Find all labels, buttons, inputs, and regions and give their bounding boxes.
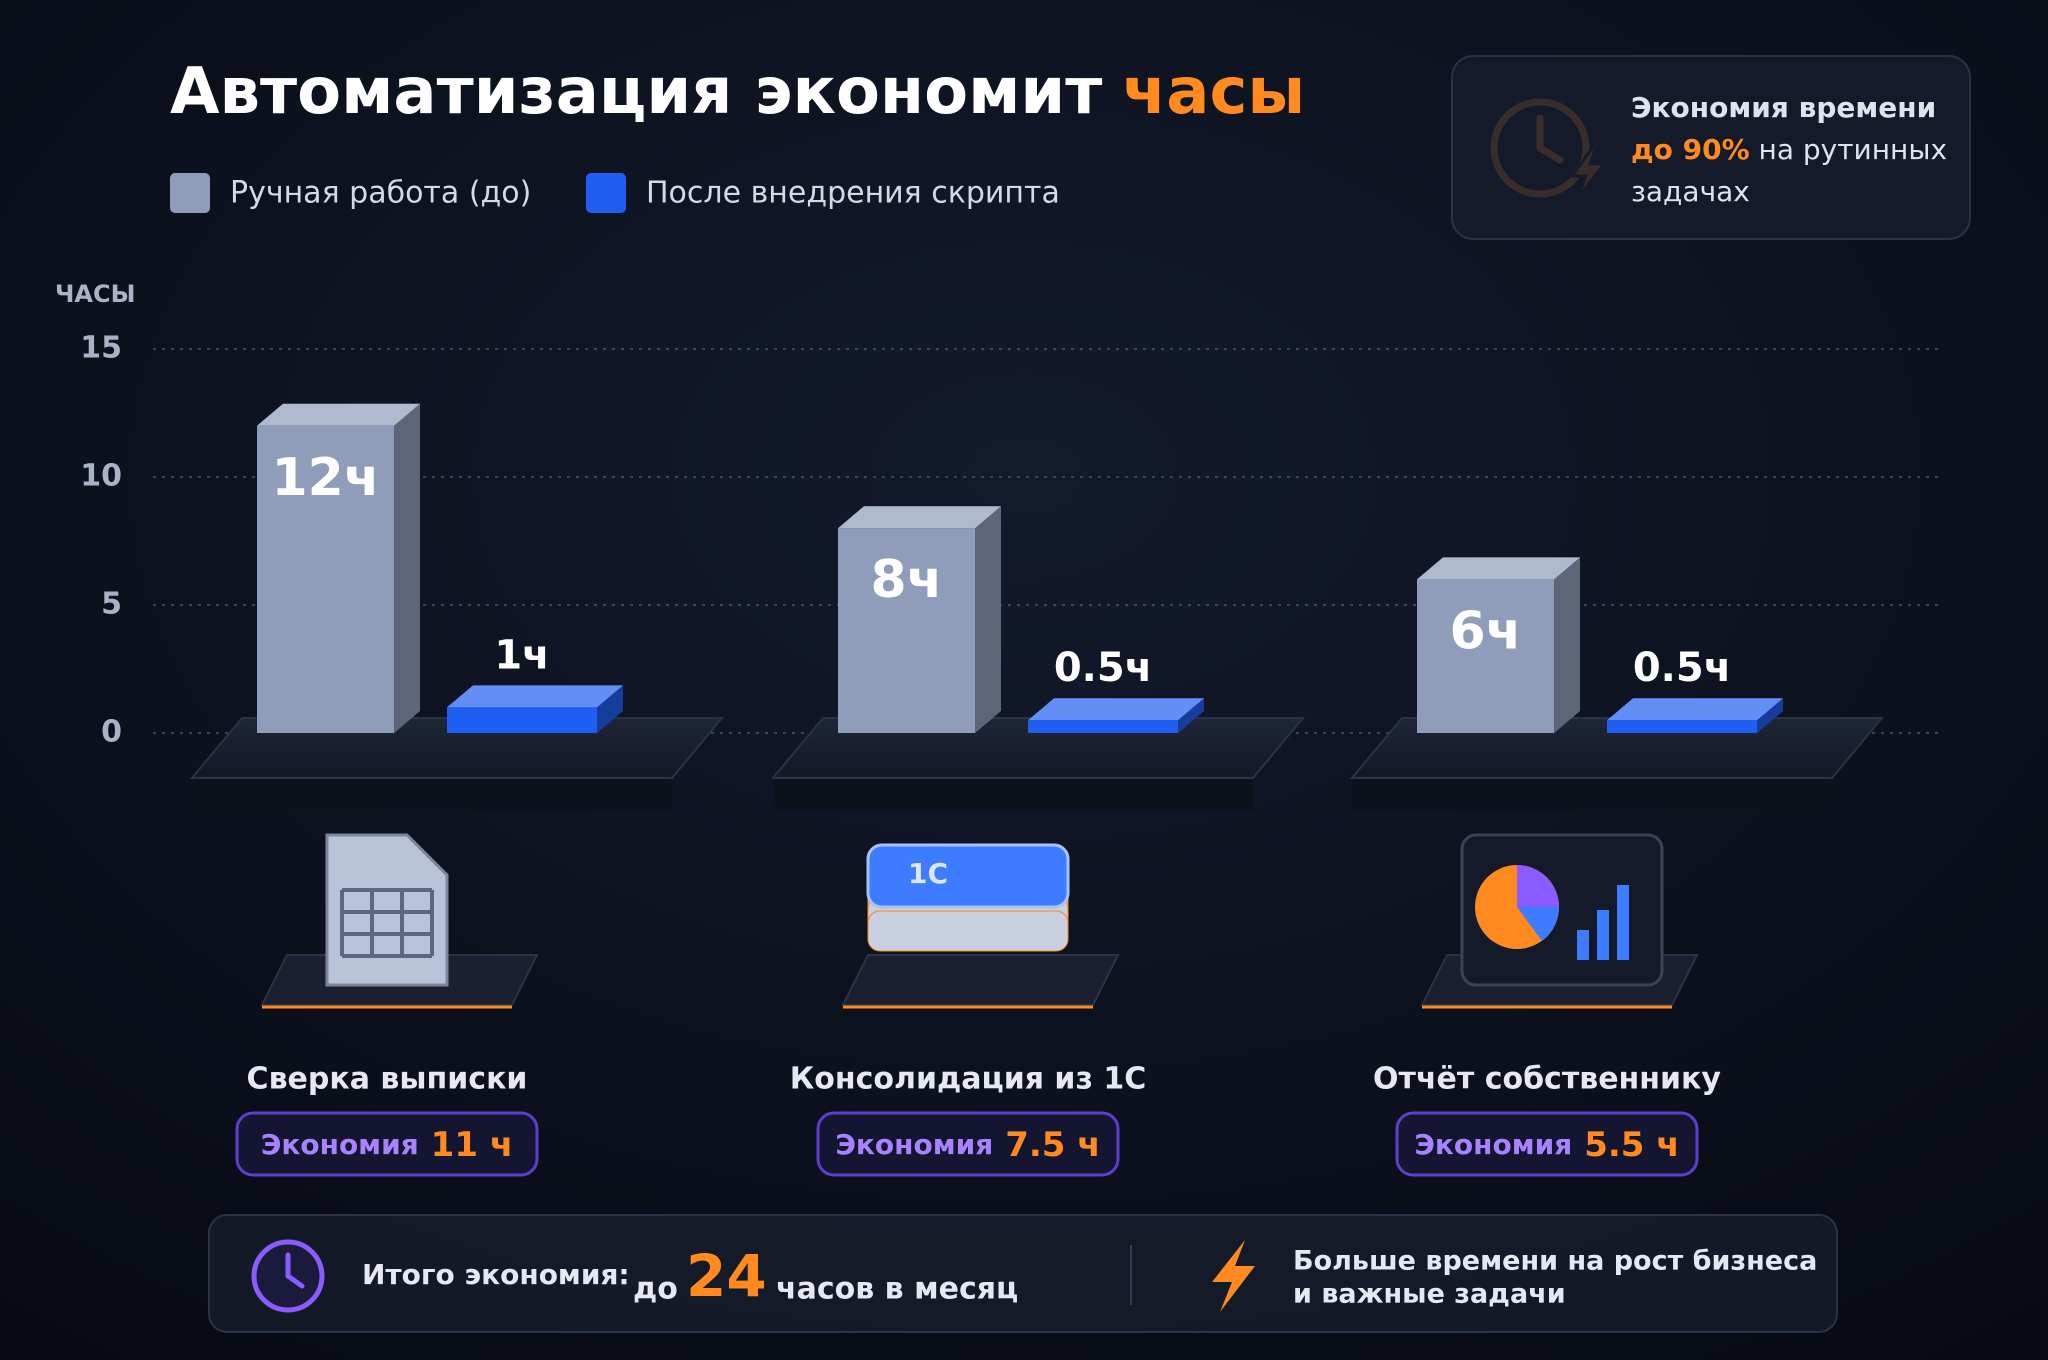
platform-front [773, 778, 1253, 811]
stack-layer [867, 910, 1069, 952]
footer-suffix: часов в месяц [776, 1272, 1018, 1307]
bar [1607, 720, 1757, 733]
category-label: Отчёт собственнику [1373, 1062, 1721, 1097]
footer-note: Больше времени на рост бизнеса [1293, 1246, 1817, 1277]
footer-prefix: до [633, 1272, 678, 1307]
value-label: 0.5ч [1054, 645, 1152, 691]
value-label: 8ч [871, 550, 943, 610]
savings-pill [1395, 1111, 1699, 1177]
value-label: 12ч [271, 448, 379, 508]
category-icon [325, 833, 449, 987]
footer-label: Итого экономия: [362, 1258, 630, 1291]
savings-value: 5.5 ч [1584, 1125, 1679, 1165]
category-label: Сверка выписки [247, 1062, 528, 1097]
bar-side [394, 403, 420, 733]
footer-clock-icon [251, 1239, 325, 1313]
bar-top-light [1028, 698, 1204, 721]
bar-top-light [447, 685, 623, 708]
y-tick-label: 10 [80, 459, 122, 494]
bolt-icon [1212, 1240, 1255, 1312]
callout-text: Экономия времени до 90% на рутинных зада… [1631, 87, 1951, 213]
callout-body: на рутинных задачах [1631, 133, 1948, 208]
bar-top [1607, 698, 1783, 721]
savings-label: Экономия [261, 1128, 419, 1161]
bar-3d [257, 403, 420, 733]
savings-label: Экономия [835, 1128, 993, 1161]
pedestal [841, 954, 1120, 1006]
bar [1028, 720, 1178, 733]
bar [838, 528, 975, 733]
footer-note: и важные задачи [1293, 1279, 1566, 1310]
bar-3d [1028, 698, 1204, 733]
chart-title: Автоматизация экономит часы [170, 55, 1305, 129]
bar-side [1554, 557, 1580, 733]
savings-text: Экономия 5.5 ч [1414, 1125, 1679, 1165]
dash-bar [1617, 885, 1629, 960]
bar-3d [1607, 698, 1783, 733]
bar [257, 425, 394, 733]
callout-highlight: до 90% [1631, 133, 1750, 166]
callout: Экономия времени до 90% на рутинных зада… [1451, 55, 1971, 240]
bar [1417, 579, 1554, 733]
bar-side-shade [597, 685, 623, 733]
title-main: Автоматизация экономит [170, 55, 1102, 129]
legend-swatch [586, 173, 626, 213]
value-label: 0.5ч [1633, 645, 1731, 691]
legend-label: После внедрения скрипта [646, 176, 1060, 211]
value-label: 6ч [1450, 601, 1522, 661]
bar-top-light [1607, 698, 1783, 721]
y-tick-label: 5 [101, 587, 122, 622]
savings-pill [816, 1111, 1120, 1177]
bar-side-shade [1757, 698, 1783, 733]
stack-top [866, 843, 1070, 909]
bar-3d [447, 685, 623, 733]
bar-top-light [1417, 557, 1580, 580]
icon-badge: 1C [908, 857, 948, 890]
category-label: Консолидация из 1С [790, 1062, 1146, 1097]
footer-value: 24 [686, 1242, 767, 1310]
bar-top [1028, 698, 1204, 721]
pie-slice [1517, 865, 1559, 907]
bar-top [257, 403, 420, 426]
category-icon [1460, 833, 1664, 987]
platform-front [1352, 778, 1832, 811]
callout-title: Экономия времени [1631, 91, 1937, 124]
bar-side-shade [1178, 698, 1204, 733]
bar-side-shade [1554, 557, 1580, 733]
pie-slice [1517, 907, 1560, 941]
value-label: 1ч [494, 632, 549, 678]
bar-side [597, 685, 623, 733]
bar-3d [1417, 557, 1580, 733]
bar-top [838, 506, 1001, 529]
bar-top-light [838, 506, 1001, 529]
bar-side-shade [975, 506, 1001, 733]
y-axis-label: ЧАСЫ [55, 280, 135, 308]
savings-label: Экономия [1414, 1128, 1572, 1161]
y-tick-label: 15 [80, 331, 122, 366]
dash-bar [1597, 910, 1609, 960]
category-icon: 1C [866, 843, 1070, 952]
bar-3d [838, 506, 1001, 733]
bar [447, 707, 597, 733]
bar-top [1417, 557, 1580, 580]
dash-bar [1577, 930, 1589, 960]
bar-side [1757, 698, 1783, 733]
platform-front [192, 778, 672, 811]
title-highlight: часы [1122, 55, 1305, 129]
bar-side [1178, 698, 1204, 733]
bar-top [447, 685, 623, 708]
savings-value: 11 ч [431, 1125, 514, 1165]
savings-pill [235, 1111, 539, 1177]
footer-panel [208, 1214, 1838, 1333]
savings-text: Экономия 11 ч [261, 1125, 513, 1165]
bar-top-light [257, 403, 420, 426]
bar-side-shade [394, 403, 420, 733]
legend-label: Ручная работа (до) [230, 176, 531, 211]
legend-swatch [170, 173, 210, 213]
bar-side [975, 506, 1001, 733]
savings-text: Экономия 7.5 ч [835, 1125, 1100, 1165]
y-tick-label: 0 [101, 715, 122, 750]
savings-value: 7.5 ч [1005, 1125, 1100, 1165]
